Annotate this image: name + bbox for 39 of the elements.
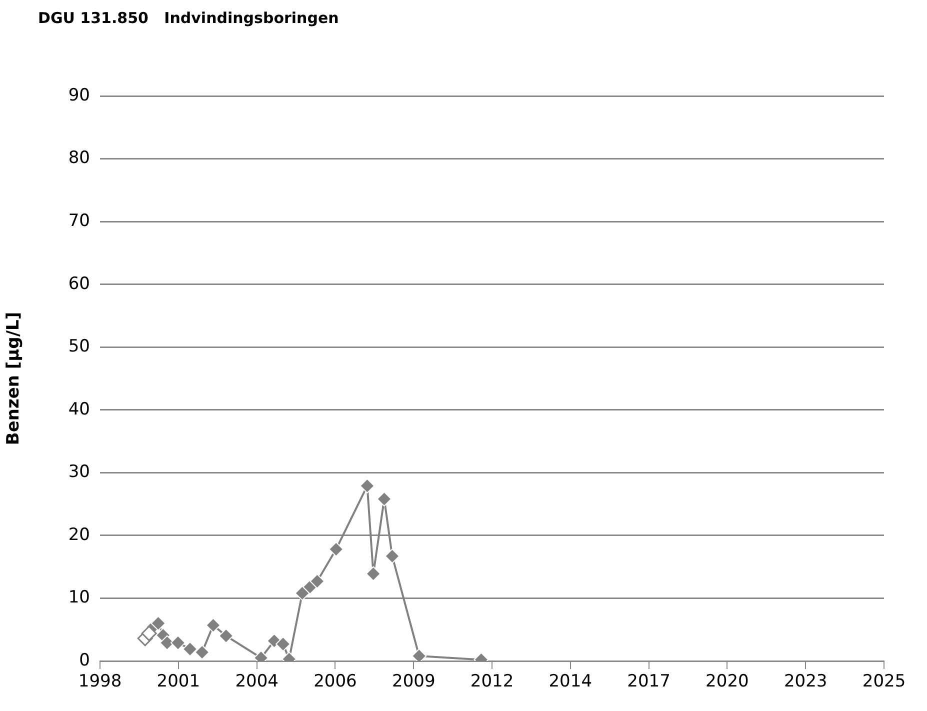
y-tick-label: 0 [79, 650, 90, 670]
y-tick-label: 90 [68, 85, 90, 106]
y-tick-label: 20 [68, 524, 90, 545]
x-tick-label: 2025 [862, 672, 906, 692]
x-tick-label: 2020 [706, 672, 749, 692]
y-tick-label: 50 [68, 336, 90, 357]
x-tick-label: 2014 [548, 672, 592, 692]
y-tick-label: 40 [68, 399, 90, 420]
y-tick-label: 30 [68, 462, 90, 482]
point [412, 648, 427, 661]
point [376, 492, 392, 507]
x-tick-label: 1998 [78, 672, 122, 692]
y-tick-label: 60 [68, 274, 90, 294]
point [276, 636, 291, 652]
x-tick-label: 2004 [235, 672, 278, 692]
x-tick-label: 2017 [627, 672, 670, 692]
point [360, 478, 375, 494]
x-tick-label: 2012 [470, 672, 514, 692]
chart-title: DGU 131.850 Indvindingsboringen [38, 9, 339, 27]
x-tick-label: 2006 [314, 672, 357, 692]
point [206, 618, 221, 633]
point [294, 586, 310, 601]
y-tick-label: 80 [68, 148, 90, 168]
point [218, 628, 234, 644]
x-tick-label: 2009 [392, 672, 436, 692]
point [170, 635, 186, 650]
point [384, 548, 400, 564]
y-tick-label: 70 [68, 210, 90, 231]
point [194, 644, 210, 660]
point [328, 542, 344, 557]
y-tick-label: 10 [68, 588, 90, 608]
point [310, 574, 325, 589]
y-axis-title: Benzen [µg/L] [4, 312, 24, 446]
point [141, 626, 157, 642]
point [366, 566, 381, 582]
point [182, 642, 198, 657]
x-tick-label: 2001 [156, 672, 200, 692]
point [150, 616, 166, 631]
x-tick-label: 2023 [784, 672, 828, 692]
